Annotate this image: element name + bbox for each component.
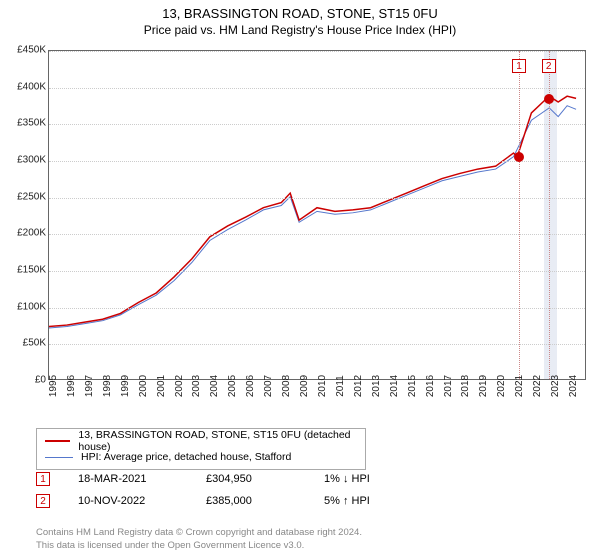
x-axis-tick: 2004 (209, 375, 220, 397)
legend-label: 13, BRASSINGTON ROAD, STONE, ST15 0FU (d… (78, 429, 357, 453)
y-axis-tick: £450K (2, 45, 46, 56)
x-axis-tick: 2007 (263, 375, 274, 397)
legend: 13, BRASSINGTON ROAD, STONE, ST15 0FU (d… (36, 428, 366, 470)
y-axis-tick: £0 (2, 375, 46, 386)
gridline-h (49, 308, 585, 309)
x-axis-tick: 1997 (84, 375, 95, 397)
footer-line-1: Contains HM Land Registry data © Crown c… (36, 527, 362, 539)
chart-subtitle: Price paid vs. HM Land Registry's House … (0, 21, 600, 41)
y-axis-tick: £150K (2, 265, 46, 276)
x-axis-tick: 1996 (66, 375, 77, 397)
x-axis-tick: 2017 (443, 375, 454, 397)
sale-date: 18-MAR-2021 (78, 473, 178, 485)
sale-table-row: 2 10-NOV-2022 £385,000 5% ↑ HPI (36, 494, 370, 508)
sale-marker-label: 2 (542, 59, 556, 73)
chart-plot-area: 12 (48, 50, 586, 380)
sale-price: £304,950 (206, 473, 296, 485)
x-axis-tick: 2014 (389, 375, 400, 397)
sale-table-row: 1 18-MAR-2021 £304,950 1% ↓ HPI (36, 472, 370, 486)
gridline-h (49, 51, 585, 52)
sale-marker-label: 1 (512, 59, 526, 73)
y-axis-tick: £250K (2, 191, 46, 202)
y-axis-tick: £200K (2, 228, 46, 239)
x-axis-tick: 2023 (550, 375, 561, 397)
y-axis-tick: £100K (2, 301, 46, 312)
sale-delta: 5% ↑ HPI (324, 495, 370, 507)
x-axis-tick: 2018 (460, 375, 471, 397)
x-axis-tick: 2001 (156, 375, 167, 397)
x-axis-tick: 2006 (245, 375, 256, 397)
gridline-h (49, 198, 585, 199)
x-axis-tick: 2012 (353, 375, 364, 397)
gridline-h (49, 161, 585, 162)
sale-dot (514, 152, 524, 162)
y-axis-tick: £350K (2, 118, 46, 129)
gridline-h (49, 88, 585, 89)
x-axis-tick: 2009 (299, 375, 310, 397)
series-line (49, 96, 576, 326)
y-axis-tick: £50K (2, 338, 46, 349)
sale-delta: 1% ↓ HPI (324, 473, 370, 485)
gridline-h (49, 124, 585, 125)
sale-vline (519, 51, 520, 379)
x-axis-tick: 2022 (532, 375, 543, 397)
x-axis-tick: 2002 (174, 375, 185, 397)
x-axis-tick: 2021 (514, 375, 525, 397)
legend-label: HPI: Average price, detached house, Staf… (81, 451, 291, 463)
x-axis-tick: 2013 (371, 375, 382, 397)
x-axis-tick: 2011 (335, 375, 346, 397)
chart-title: 13, BRASSINGTON ROAD, STONE, ST15 0FU (0, 0, 600, 21)
x-axis-tick: 2024 (568, 375, 579, 397)
x-axis-tick: 1998 (102, 375, 113, 397)
gridline-h (49, 344, 585, 345)
footer-note: Contains HM Land Registry data © Crown c… (36, 527, 362, 552)
sale-marker-icon: 1 (36, 472, 50, 486)
x-axis-tick: 2008 (281, 375, 292, 397)
x-axis-tick: 2020 (496, 375, 507, 397)
x-axis-tick: 1999 (120, 375, 131, 397)
legend-swatch (45, 457, 73, 458)
legend-swatch (45, 440, 70, 442)
x-axis-tick: 1995 (48, 375, 59, 397)
sale-price: £385,000 (206, 495, 296, 507)
gridline-h (49, 234, 585, 235)
sale-date: 10-NOV-2022 (78, 495, 178, 507)
y-axis-tick: £300K (2, 155, 46, 166)
chart-lines (49, 51, 585, 379)
x-axis-tick: 2003 (191, 375, 202, 397)
sale-dot (544, 94, 554, 104)
x-axis-tick: 2015 (407, 375, 418, 397)
footer-line-2: This data is licensed under the Open Gov… (36, 540, 362, 552)
series-line (49, 106, 576, 328)
x-axis-tick: 2010 (317, 375, 328, 397)
gridline-h (49, 271, 585, 272)
x-axis-tick: 2016 (425, 375, 436, 397)
legend-item: 13, BRASSINGTON ROAD, STONE, ST15 0FU (d… (45, 433, 357, 449)
x-axis-tick: 2005 (227, 375, 238, 397)
x-axis-tick: 2019 (478, 375, 489, 397)
x-axis-tick: 2000 (138, 375, 149, 397)
sale-marker-icon: 2 (36, 494, 50, 508)
y-axis-tick: £400K (2, 81, 46, 92)
